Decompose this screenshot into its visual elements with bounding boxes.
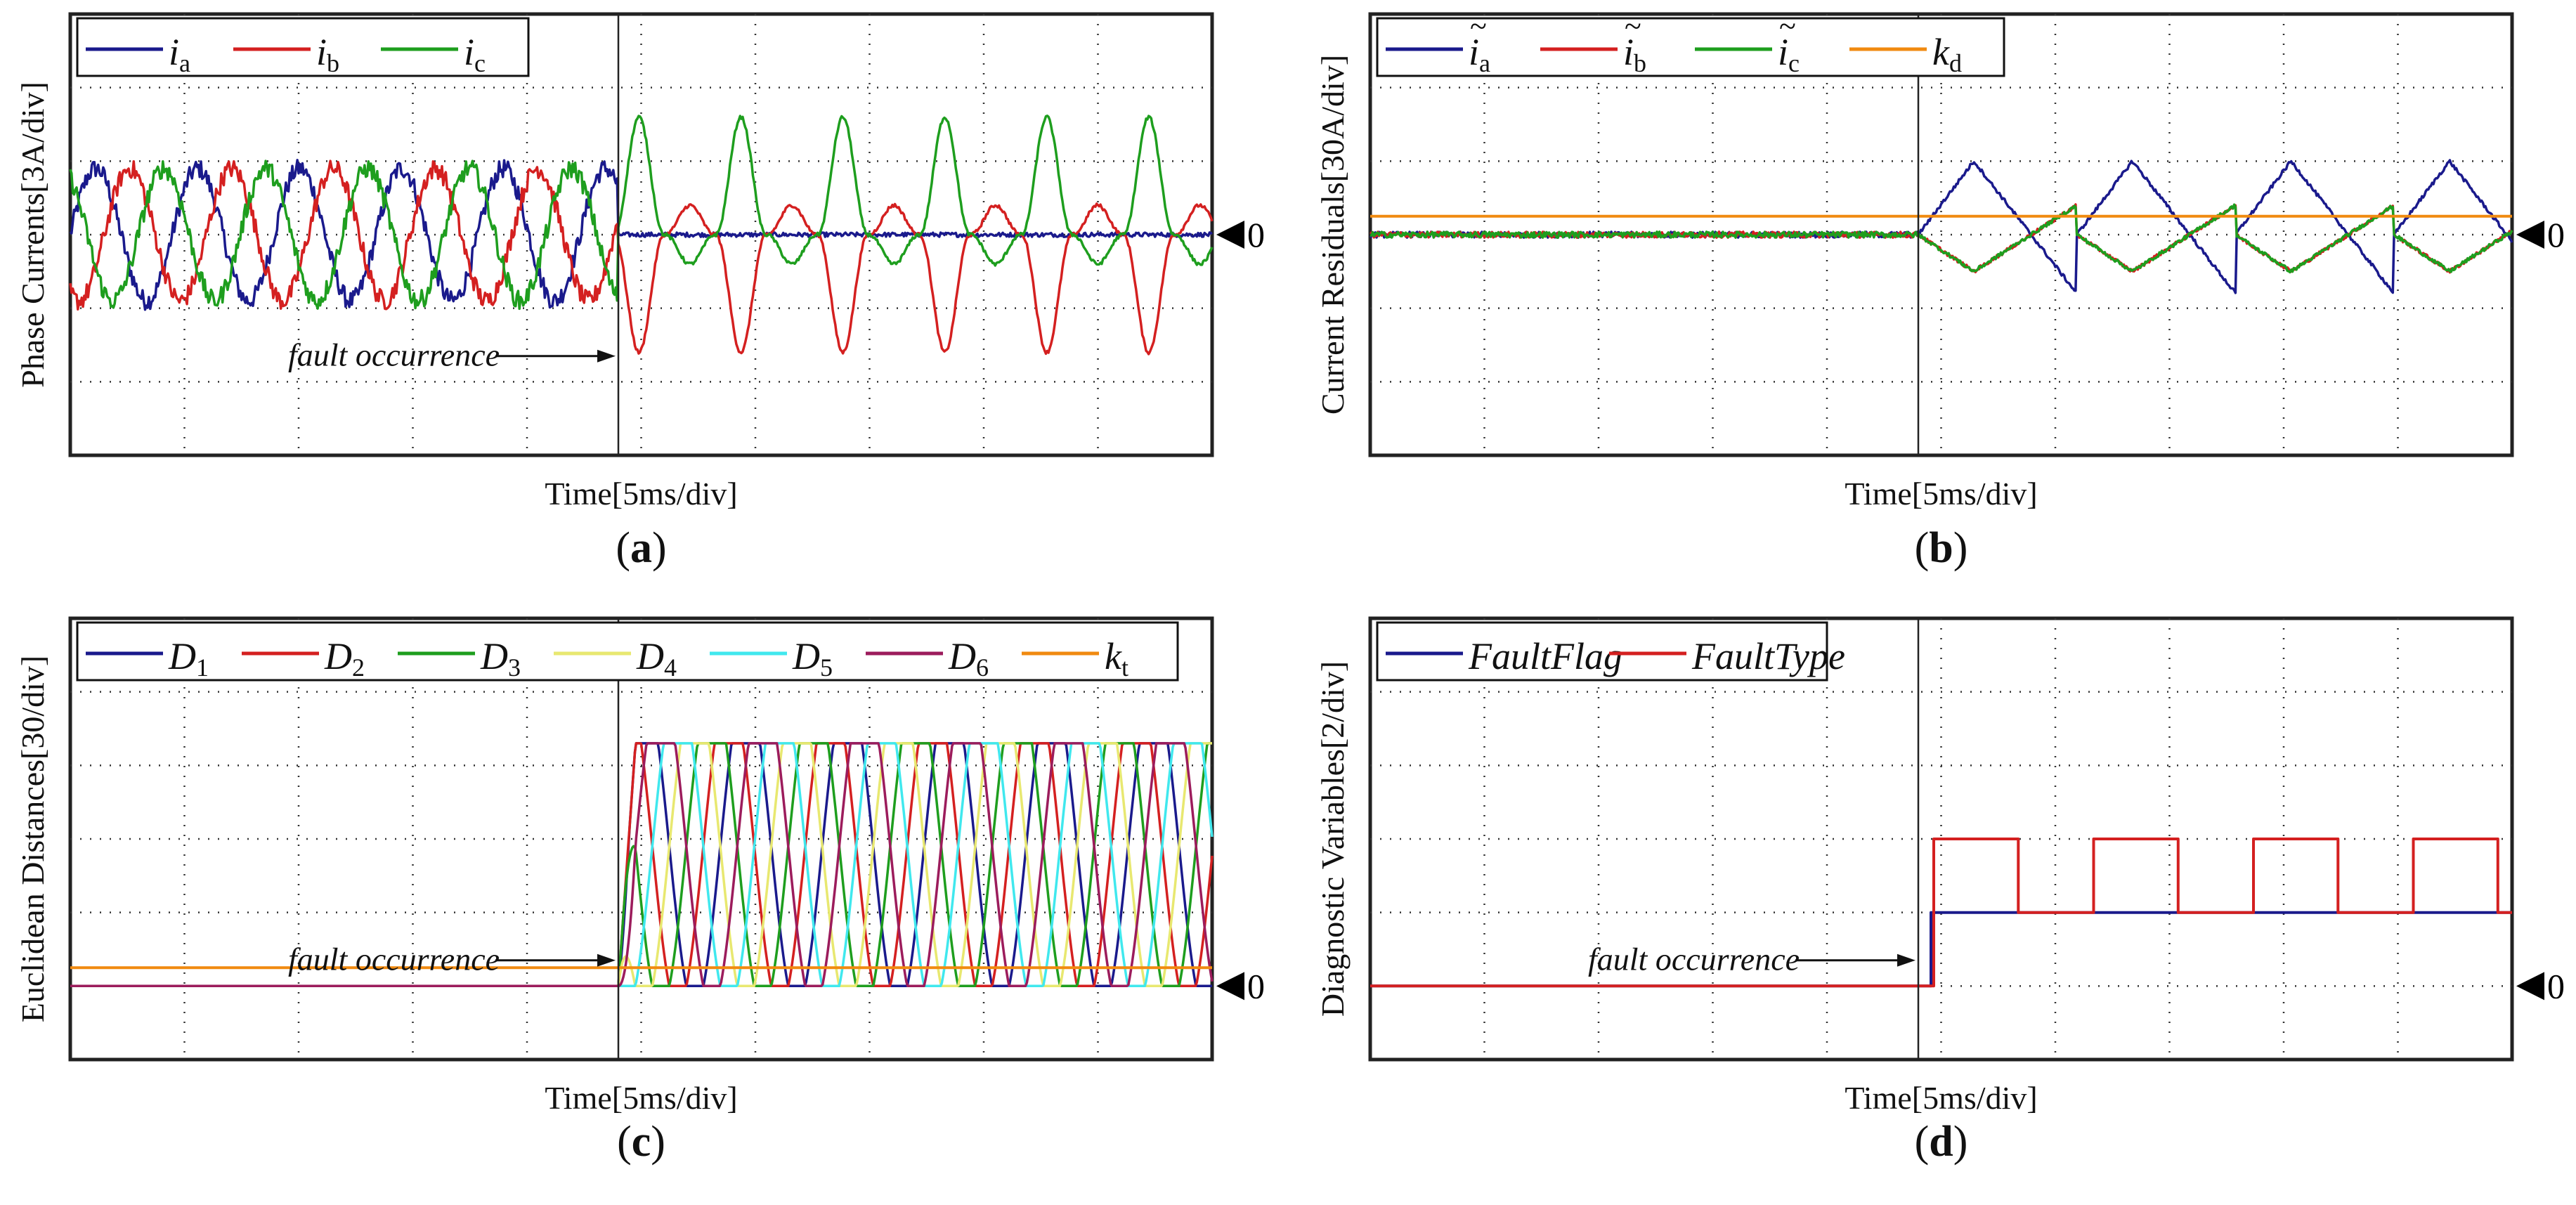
legend-tilde: ~	[1779, 9, 1796, 44]
legend-label: FaultFlag	[1468, 635, 1622, 677]
annotation-text: fault occurrence	[288, 337, 500, 373]
y-axis-label: Euclidean Distances[30/div]	[15, 656, 51, 1022]
legend-label: ic	[1778, 31, 1800, 77]
legend-box	[76, 17, 530, 77]
legend-item-ia: ia~	[1386, 9, 1490, 77]
panel-label: (a)	[616, 524, 666, 572]
zero-marker-icon	[2516, 221, 2544, 249]
legend-item-ia: ia	[86, 31, 190, 77]
legend-item-D5: D5	[710, 635, 833, 682]
y-axis-label: Diagnostic Variables[2/div]	[1315, 661, 1351, 1017]
panel-d: fault occurrence 0 Diagnostic Variables[2/…	[1315, 616, 2565, 1166]
zero-marker-label: 0	[2547, 215, 2565, 254]
x-axis-label: Time[5ms/div]	[545, 476, 737, 512]
panel-c: fault occurrence 0 Euclidean Distances[30/…	[15, 616, 1265, 1166]
annotation-text: fault occurrence	[1588, 942, 1800, 977]
legend-item-FaultFlag: FaultFlag	[1386, 635, 1622, 677]
grid	[1370, 14, 2512, 455]
legend-label: kd	[1932, 31, 1962, 77]
panel-label: (b)	[1915, 524, 1968, 572]
legend-item-D2: D2	[242, 635, 365, 682]
legend-label: D4	[636, 635, 677, 682]
legend-label: D6	[948, 635, 989, 682]
legend-tilde: ~	[1625, 9, 1641, 44]
series-line-D6	[70, 742, 1214, 988]
legend-item-D3: D3	[398, 635, 521, 682]
zero-marker-icon	[2516, 972, 2544, 1001]
legend: D1 D2 D3 D4 D5 D6 kt	[76, 621, 1179, 682]
legend-label: ia	[169, 31, 190, 77]
legend-item-ib: ib~	[1540, 9, 1646, 77]
legend-item-D1: D1	[86, 635, 209, 682]
panel-label: (d)	[1915, 1118, 1968, 1166]
legend-tilde: ~	[1470, 9, 1487, 44]
legend-item-kd: kd	[1849, 31, 1962, 77]
x-axis-label: Time[5ms/div]	[1845, 1080, 2037, 1116]
legend-item-kt: kt	[1022, 635, 1128, 682]
legend-label: D3	[480, 635, 521, 682]
legend-label: ib	[1623, 31, 1646, 77]
legend-label: ia	[1469, 31, 1490, 77]
legend-label: FaultType	[1691, 635, 1845, 677]
y-axis-label: Phase Currents[3A/div]	[15, 82, 51, 388]
series-group	[69, 115, 1214, 356]
series-group	[70, 742, 1214, 988]
legend-box	[1376, 17, 2005, 77]
legend-item-ib: ib	[233, 31, 339, 77]
series-group	[1369, 159, 2513, 294]
annotation-text: fault occurrence	[288, 942, 500, 977]
panel-label: (c)	[617, 1118, 665, 1166]
legend-label: ic	[464, 31, 486, 77]
series-line-ic	[69, 115, 1214, 311]
x-axis-label: Time[5ms/div]	[1845, 476, 2037, 512]
legend-label: D5	[792, 635, 833, 682]
legend-item-ic: ic~	[1695, 9, 1800, 77]
series-line-FaultType	[1370, 838, 2512, 988]
legend-box	[76, 621, 1179, 682]
annotation-arrowhead	[1897, 953, 1915, 967]
annotation-arrowhead	[597, 953, 616, 967]
series-line-ic	[1370, 203, 2513, 274]
series-group	[1370, 838, 2512, 988]
legend-label: kt	[1105, 635, 1128, 682]
legend: FaultFlag FaultType	[1376, 621, 1845, 682]
legend-item-D6: D6	[866, 635, 989, 682]
zero-marker-icon	[1216, 221, 1244, 249]
legend-label: ib	[316, 31, 339, 77]
legend: ia~ib~ic~kd	[1376, 9, 2005, 77]
legend-box	[1376, 621, 1828, 682]
x-axis-label: Time[5ms/div]	[545, 1080, 737, 1116]
zero-marker-label: 0	[2547, 966, 2565, 1005]
legend-item-ic: ic	[381, 31, 486, 77]
legend: ia ib ic	[76, 17, 530, 77]
zero-marker-label: 0	[1247, 966, 1265, 1005]
legend-label: D1	[168, 635, 209, 682]
legend-label: D2	[324, 635, 365, 682]
legend-item-D4: D4	[554, 635, 677, 682]
annotation-arrowhead	[597, 349, 616, 363]
zero-marker-icon	[1216, 972, 1244, 1001]
panel-b: 0 Current Residuals[30A/div] Time[5ms/div]…	[1315, 9, 2565, 572]
legend-item-FaultType: FaultType	[1609, 635, 1845, 677]
zero-marker-label: 0	[1247, 215, 1265, 254]
panel-a: fault occurrence 0 Phase Currents[3A/div] T…	[15, 12, 1265, 572]
y-axis-label: Current Residuals[30A/div]	[1315, 55, 1351, 415]
